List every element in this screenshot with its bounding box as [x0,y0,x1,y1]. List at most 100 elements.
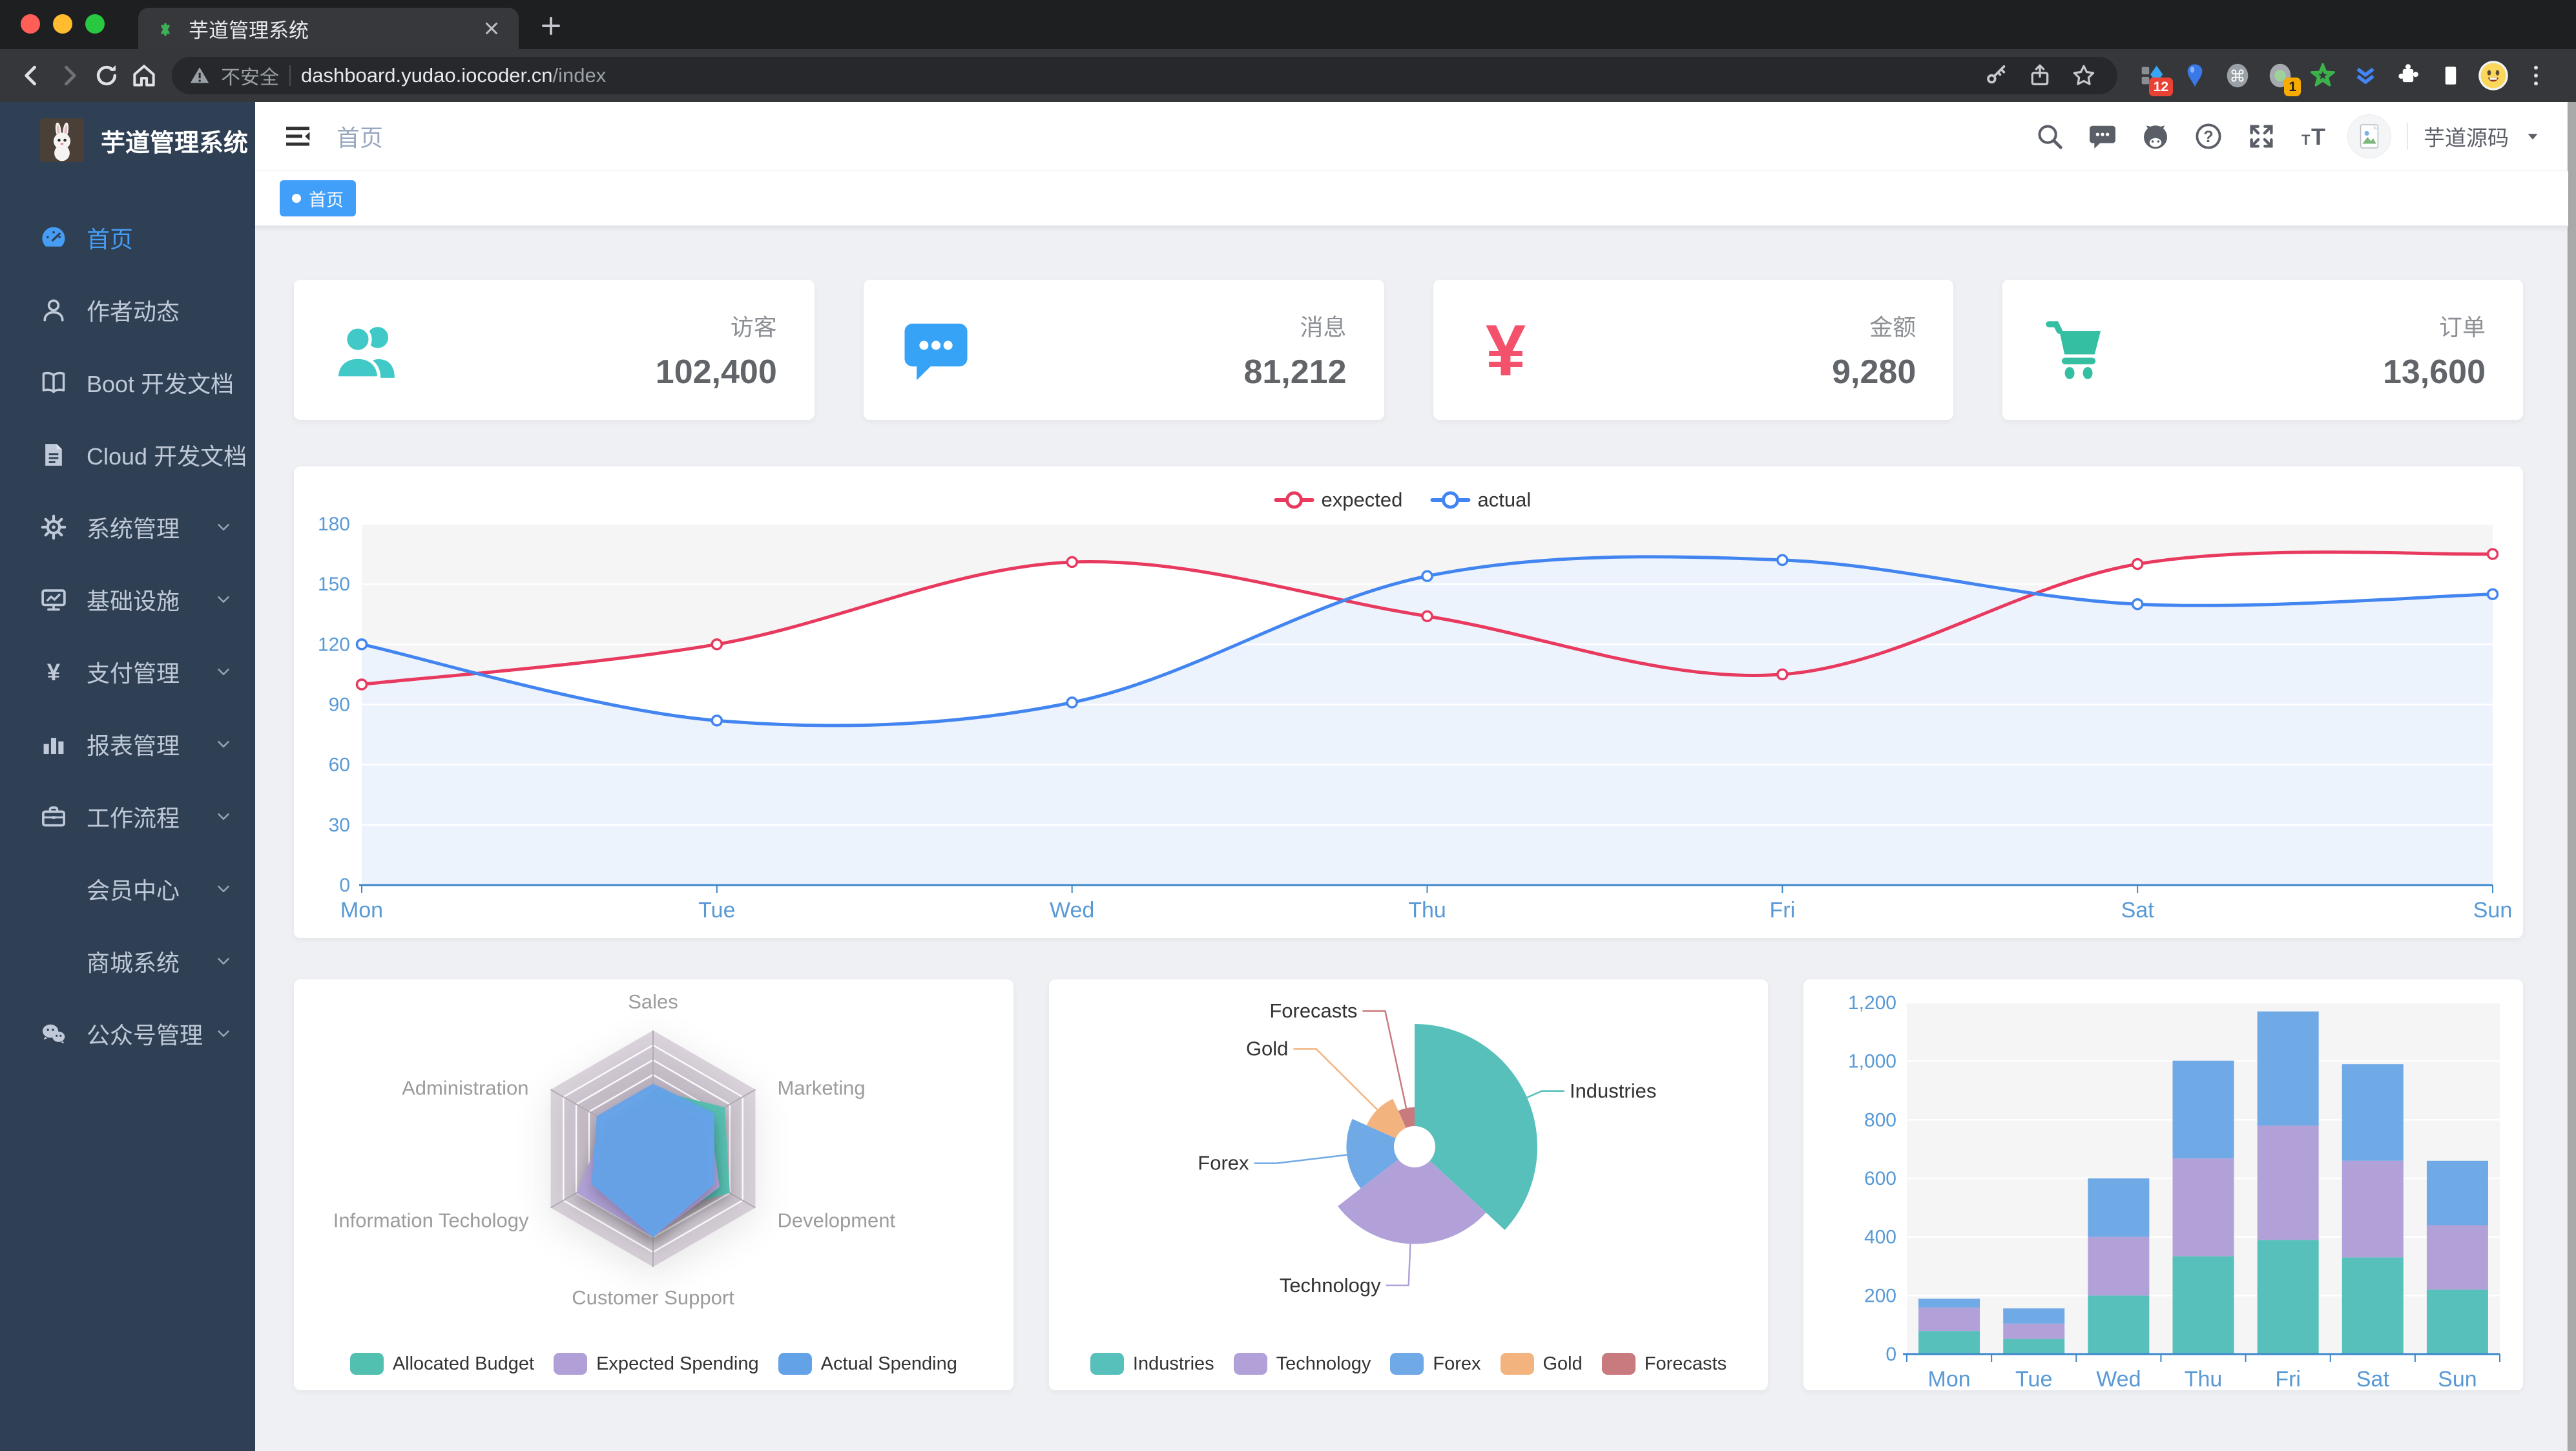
extension-command-icon[interactable]: ⌘ [2219,57,2256,94]
extension-grid-diamond-icon[interactable]: 12 [2134,57,2173,96]
svg-text:Industries: Industries [1570,1080,1656,1102]
legend-item[interactable]: Allocated Budget [349,1353,534,1375]
svg-text:Development: Development [777,1209,895,1232]
svg-text:Sat: Sat [2121,898,2155,923]
page-scrollbar[interactable] [2568,102,2576,1451]
new-tab-button[interactable] [535,10,566,41]
share-icon[interactable] [2023,59,2057,92]
fullscreen-icon[interactable] [2241,116,2281,156]
close-window-button[interactable] [21,14,40,34]
browser-tab[interactable]: 芋道管理系统 [138,8,519,49]
forward-icon[interactable] [50,57,88,94]
sidebar-item-0[interactable]: 首页 [0,202,255,274]
extension-badge: 1 [2284,78,2301,96]
extension-window-icon[interactable] [2433,57,2469,94]
svg-text:Information Techology: Information Techology [333,1209,529,1232]
svg-text:T: T [2301,132,2311,148]
sidebar-item-9[interactable]: 会员中心 [0,853,255,925]
sidebar-item-label: 作者动态 [87,298,180,325]
tag-active-dot [292,194,301,203]
browser-menu-dots-icon[interactable] [2518,57,2554,94]
legend-item[interactable]: Gold [1500,1353,1583,1375]
svg-text:Forecasts: Forecasts [1269,999,1357,1022]
sidebar-item-10[interactable]: 商城系统 [0,925,255,997]
legend-swatch [349,1353,384,1375]
maximize-window-button[interactable] [85,14,105,34]
legend-item-expected[interactable]: expected [1274,488,1403,511]
chevron-down-icon [214,879,233,899]
tab-close-icon[interactable] [479,16,504,41]
stacked-bar-chart: 0 200 400 600 800 1,000 1,200 Mon Tue Wed Thu Fri Sa… [1848,992,2501,1390]
legend-item[interactable]: Industries [1090,1353,1214,1375]
legend-item[interactable]: Technology [1233,1353,1371,1375]
legend-item-actual[interactable]: actual [1430,488,1532,511]
svg-text:⌘: ⌘ [2230,68,2246,86]
minimize-window-button[interactable] [53,14,72,34]
chevron-down-icon[interactable] [2523,127,2542,146]
wechat-icon [39,1019,68,1049]
tag-home[interactable]: 首页 [280,180,356,216]
svg-text:0: 0 [339,875,350,896]
pie-chart: Industries Technology Forex Gold Forecasts [1198,999,1656,1297]
address-bar[interactable]: 不安全 dashboard.yudao.iocoder.cn/index [172,57,2117,94]
svg-text:Thu: Thu [2185,1367,2223,1390]
legend-item[interactable]: Forecasts [1601,1353,1727,1375]
book-icon [39,368,68,397]
extension-chevrons-icon[interactable] [2347,57,2384,94]
back-icon[interactable] [13,57,50,94]
chevron-down-icon [214,517,233,537]
legend-item[interactable]: Forex [1390,1353,1481,1375]
extension-green-star-icon[interactable] [2305,57,2341,94]
svg-text:Wed: Wed [1050,898,1094,923]
password-key-icon[interactable] [1979,59,2013,92]
extension-balloon-icon[interactable] [2177,57,2213,94]
sidebar-item-6[interactable]: ¥ 支付管理 [0,636,255,708]
svg-text:Gold: Gold [1246,1038,1288,1060]
legend-item[interactable]: Expected Spending [554,1353,759,1375]
svg-text:120: 120 [318,634,350,655]
message-icon[interactable] [2083,116,2123,156]
sidebar-item-11[interactable]: 公众号管理 [0,997,255,1070]
sidebar-item-1[interactable]: 作者动态 [0,274,255,346]
sidebar-logo[interactable]: 芋道管理系统 [0,102,255,178]
monitor-icon [39,585,68,614]
help-icon[interactable]: ? [2188,116,2228,156]
profile-avatar-emoji[interactable] [2475,57,2511,94]
username[interactable]: 芋道源码 [2424,126,2509,150]
github-icon[interactable] [2135,116,2176,156]
chevron-down-icon [214,735,233,754]
sidebar-item-5[interactable]: 基础设施 [0,563,255,636]
breadcrumb[interactable]: 首页 [337,125,384,151]
sidebar-item-3[interactable]: Cloud 开发文档 [0,419,255,491]
bookmark-star-icon[interactable] [2067,59,2101,92]
home-icon[interactable] [125,57,163,94]
sidebar-item-8[interactable]: 工作流程 [0,780,255,853]
sidebar-item-4[interactable]: 系统管理 [0,491,255,563]
legend-label: Actual Spending [820,1353,957,1374]
radar-chart-card: Sales Marketing Development Customer Suppor… [294,979,1013,1390]
chevron-down-icon [214,1024,233,1043]
svg-text:Technology: Technology [1279,1274,1380,1297]
extension-recorder-icon[interactable]: 1 [2262,57,2301,96]
extension-puzzle-icon[interactable] [2390,57,2426,94]
stat-label: 金额 [1869,313,1916,340]
svg-text:400: 400 [1864,1227,1896,1248]
reload-icon[interactable] [88,57,125,94]
stat-card-3: 订单 13,600 [2002,280,2523,420]
stat-label: 消息 [1300,313,1347,340]
sidebar-item-7[interactable]: 报表管理 [0,708,255,780]
tab-strip: 芋道管理系统 [0,0,2576,49]
svg-text:Sun: Sun [2438,1367,2478,1390]
sidebar-item-label: 公众号管理 [87,1022,203,1049]
search-icon[interactable] [2030,116,2070,156]
security-label: 不安全 [221,67,279,89]
user-avatar-broken-image-icon[interactable] [2347,114,2391,158]
legend-item[interactable]: Actual Spending [778,1353,957,1375]
no-icon [39,946,68,976]
sidebar-item-2[interactable]: Boot 开发文档 [0,346,255,419]
svg-text:Marketing: Marketing [777,1077,865,1100]
header-divider [2407,123,2408,150]
stat-value: 81,212 [1243,353,1347,391]
sidebar-toggle-icon[interactable] [281,120,315,153]
